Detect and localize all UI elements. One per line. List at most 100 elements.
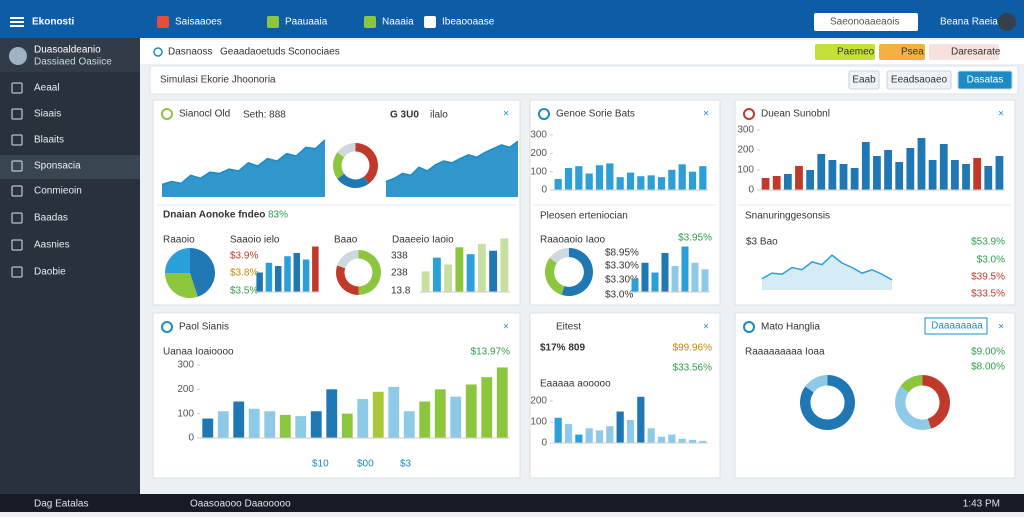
slice [549,248,569,264]
user-name: Beana Raeia [940,17,998,28]
y-tick-label: 200 [177,384,194,395]
tool-button[interactable] [879,44,925,60]
slice [561,248,594,296]
page-button[interactable] [957,70,1013,90]
close-icon[interactable]: × [703,109,709,120]
bar [500,238,509,292]
search-box[interactable] [814,13,918,31]
bar [861,142,870,190]
panel-text: $3.0% [977,255,1005,266]
sidebar-item[interactable]: Aasnies [34,240,70,251]
line [761,254,893,281]
bar [575,166,583,190]
taskbar-item[interactable]: Dag Eatalas [34,499,88,510]
slice [333,152,345,179]
nav-item[interactable]: Naaaia [382,17,414,28]
panel-text: G 3U0 [390,110,419,121]
panel-text: $33.56% [673,363,713,374]
bar [444,264,453,292]
bar [783,174,792,190]
close-icon[interactable]: × [998,322,1004,333]
clock: 1:43 PM [963,499,1000,510]
slice [336,265,359,295]
sidebar-item[interactable]: Sponsacia [34,161,81,172]
search-text[interactable]: Saeonoaaeaois [830,17,900,28]
bar [564,168,573,190]
bar [284,256,291,292]
page-button[interactable] [848,70,880,90]
nav-item[interactable]: Ibeaooaase [442,17,495,28]
bar [585,428,593,443]
bar [312,246,319,292]
bar [357,399,369,438]
tool-button-text[interactable]: Paemeo [837,47,875,58]
panel-text: $8.00% [971,362,1005,373]
bar [917,138,926,190]
panel-text: $3 [400,459,412,470]
y-tick-label: 100 [177,408,194,419]
sidebar-item[interactable]: Aeaal [34,83,60,94]
panel-title: Mato Hanglia [761,322,820,333]
bar [688,439,697,443]
panel-text: $13.97% [471,347,511,358]
panel-text: $3.8% [230,268,258,279]
sidebar-item[interactable]: Siaais [34,109,61,120]
panel-text: Raaoaoio Iaoo [540,235,605,246]
panel-button[interactable] [924,317,988,335]
panel-text: $3.9% [230,251,258,262]
panel-icon [538,321,550,333]
close-icon[interactable]: × [998,109,1004,120]
bar [481,377,493,438]
panel-text: Eaaaaa aooooo [540,379,611,390]
bar [265,262,273,292]
bar [668,169,676,190]
close-icon[interactable]: × [503,322,509,333]
page-button-text[interactable]: Dasatas [967,75,1004,86]
panel-text[interactable]: Daaaaaaaa [931,321,983,332]
page-button[interactable] [886,70,952,90]
panel-icon [161,321,173,333]
close-icon[interactable]: × [503,109,509,120]
panel [734,312,1016,479]
panel-text: $8.95% [605,248,639,259]
sidebar [0,38,140,494]
sidebar-item[interactable]: Daobie [34,267,66,278]
tab[interactable]: Dasnaoss [168,47,212,58]
bar [388,386,400,438]
tool-button[interactable] [815,44,875,60]
sidebar-item[interactable]: Blaaits [34,135,64,146]
y-tick-label: 0 [541,438,547,449]
bar [616,411,624,443]
bar [248,408,260,438]
bar [626,172,635,190]
panel-text: $39.5% [971,272,1005,283]
panel-text: $3.30% [605,275,639,286]
close-icon[interactable]: × [703,322,709,333]
taskbar-item[interactable]: Oaasoaooo Daaooooo [190,499,291,510]
panel-text: $3 Bao [746,237,778,248]
tool-button[interactable] [929,44,999,60]
page-button-text[interactable]: Eeadsaoaeo [891,75,948,86]
bar [564,424,573,443]
bar [699,440,707,443]
nav-item[interactable]: Saisaaoes [175,17,222,28]
avatar [9,47,27,65]
nav-item[interactable]: Paauaaia [285,17,328,28]
sidebar-item[interactable]: Conmieoin [34,186,82,197]
sidebar-item[interactable]: Baadas [34,213,68,224]
sidebar-icon [11,108,23,120]
tab[interactable]: Sconociaes [288,47,340,58]
bar [761,178,770,190]
panel [529,312,721,479]
panel-text: $10 [312,459,329,470]
bar [884,150,892,190]
tool-button-text[interactable]: Daresarate [951,47,1001,58]
panel-text: $3.30% [605,261,639,272]
page-button-text[interactable]: Eaab [852,75,876,86]
tab[interactable]: Geaadaoetuds [220,47,286,58]
slice [922,375,950,429]
bar [631,279,639,292]
tool-button-text[interactable]: Psea [901,47,924,58]
y-tick-label: 100 [737,165,754,176]
